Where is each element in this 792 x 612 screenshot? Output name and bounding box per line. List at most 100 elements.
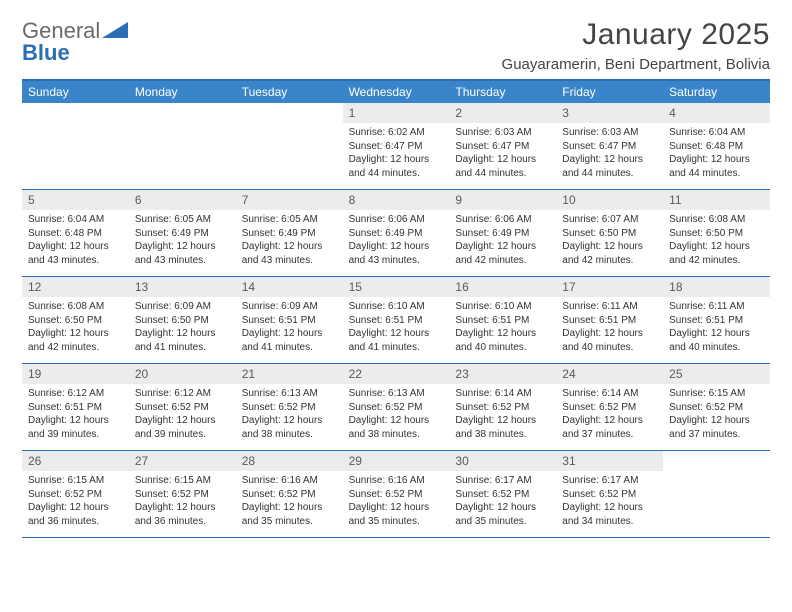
calendar: SundayMondayTuesdayWednesdayThursdayFrid… xyxy=(22,79,770,538)
sunset-line: Sunset: 6:49 PM xyxy=(242,227,337,241)
logo-triangle-icon xyxy=(102,20,128,43)
week-row: 26Sunrise: 6:15 AMSunset: 6:52 PMDayligh… xyxy=(22,451,770,538)
sunrise-line: Sunrise: 6:17 AM xyxy=(455,474,550,488)
day-number: 29 xyxy=(343,451,450,471)
sunrise-line: Sunrise: 6:09 AM xyxy=(135,300,230,314)
day-number: 4 xyxy=(663,103,770,123)
sunset-line: Sunset: 6:47 PM xyxy=(562,140,657,154)
daylight-line: Daylight: 12 hours and 40 minutes. xyxy=(562,327,657,354)
day-number: 19 xyxy=(22,364,129,384)
sunrise-line: Sunrise: 6:07 AM xyxy=(562,213,657,227)
day-number: 11 xyxy=(663,190,770,210)
sunrise-line: Sunrise: 6:02 AM xyxy=(349,126,444,140)
month-title: January 2025 xyxy=(502,18,770,52)
day-cell: 12Sunrise: 6:08 AMSunset: 6:50 PMDayligh… xyxy=(22,277,129,363)
weekday-header: Thursday xyxy=(449,81,556,103)
day-details: Sunrise: 6:15 AMSunset: 6:52 PMDaylight:… xyxy=(663,384,770,447)
day-cell: 20Sunrise: 6:12 AMSunset: 6:52 PMDayligh… xyxy=(129,364,236,450)
day-details: Sunrise: 6:13 AMSunset: 6:52 PMDaylight:… xyxy=(236,384,343,447)
day-number: 30 xyxy=(449,451,556,471)
day-number: 3 xyxy=(556,103,663,123)
header: General January 2025 Guayaramerin, Beni … xyxy=(22,18,770,73)
day-cell: 2Sunrise: 6:03 AMSunset: 6:47 PMDaylight… xyxy=(449,103,556,189)
day-cell-empty xyxy=(129,103,236,189)
day-details: Sunrise: 6:15 AMSunset: 6:52 PMDaylight:… xyxy=(22,471,129,534)
sunset-line: Sunset: 6:52 PM xyxy=(455,401,550,415)
sunset-line: Sunset: 6:52 PM xyxy=(135,488,230,502)
weekday-header: Sunday xyxy=(22,81,129,103)
day-cell: 1Sunrise: 6:02 AMSunset: 6:47 PMDaylight… xyxy=(343,103,450,189)
daylight-line: Daylight: 12 hours and 37 minutes. xyxy=(562,414,657,441)
day-cell: 18Sunrise: 6:11 AMSunset: 6:51 PMDayligh… xyxy=(663,277,770,363)
sunset-line: Sunset: 6:49 PM xyxy=(349,227,444,241)
sunset-line: Sunset: 6:47 PM xyxy=(349,140,444,154)
sunrise-line: Sunrise: 6:11 AM xyxy=(562,300,657,314)
daylight-line: Daylight: 12 hours and 39 minutes. xyxy=(28,414,123,441)
day-details: Sunrise: 6:12 AMSunset: 6:52 PMDaylight:… xyxy=(129,384,236,447)
day-details: Sunrise: 6:17 AMSunset: 6:52 PMDaylight:… xyxy=(449,471,556,534)
day-number: 6 xyxy=(129,190,236,210)
day-details: Sunrise: 6:17 AMSunset: 6:52 PMDaylight:… xyxy=(556,471,663,534)
day-details: Sunrise: 6:05 AMSunset: 6:49 PMDaylight:… xyxy=(129,210,236,273)
weekday-header: Tuesday xyxy=(236,81,343,103)
day-number: 7 xyxy=(236,190,343,210)
day-cell: 15Sunrise: 6:10 AMSunset: 6:51 PMDayligh… xyxy=(343,277,450,363)
sunset-line: Sunset: 6:50 PM xyxy=(669,227,764,241)
day-cell: 24Sunrise: 6:14 AMSunset: 6:52 PMDayligh… xyxy=(556,364,663,450)
sunset-line: Sunset: 6:51 PM xyxy=(349,314,444,328)
day-number: 13 xyxy=(129,277,236,297)
day-number: 24 xyxy=(556,364,663,384)
sunrise-line: Sunrise: 6:06 AM xyxy=(455,213,550,227)
weekday-header: Friday xyxy=(556,81,663,103)
daylight-line: Daylight: 12 hours and 41 minutes. xyxy=(349,327,444,354)
sunrise-line: Sunrise: 6:04 AM xyxy=(669,126,764,140)
day-cell: 31Sunrise: 6:17 AMSunset: 6:52 PMDayligh… xyxy=(556,451,663,537)
day-details: Sunrise: 6:09 AMSunset: 6:50 PMDaylight:… xyxy=(129,297,236,360)
week-row: 19Sunrise: 6:12 AMSunset: 6:51 PMDayligh… xyxy=(22,364,770,451)
day-details: Sunrise: 6:06 AMSunset: 6:49 PMDaylight:… xyxy=(343,210,450,273)
sunrise-line: Sunrise: 6:09 AM xyxy=(242,300,337,314)
day-details: Sunrise: 6:06 AMSunset: 6:49 PMDaylight:… xyxy=(449,210,556,273)
day-details: Sunrise: 6:03 AMSunset: 6:47 PMDaylight:… xyxy=(449,123,556,186)
day-details: Sunrise: 6:07 AMSunset: 6:50 PMDaylight:… xyxy=(556,210,663,273)
weeks-container: 1Sunrise: 6:02 AMSunset: 6:47 PMDaylight… xyxy=(22,103,770,538)
day-cell: 3Sunrise: 6:03 AMSunset: 6:47 PMDaylight… xyxy=(556,103,663,189)
day-details: Sunrise: 6:14 AMSunset: 6:52 PMDaylight:… xyxy=(556,384,663,447)
sunset-line: Sunset: 6:48 PM xyxy=(669,140,764,154)
sunset-line: Sunset: 6:50 PM xyxy=(28,314,123,328)
day-number xyxy=(663,451,770,457)
day-number: 5 xyxy=(22,190,129,210)
day-number: 28 xyxy=(236,451,343,471)
sunset-line: Sunset: 6:50 PM xyxy=(562,227,657,241)
day-cell: 28Sunrise: 6:16 AMSunset: 6:52 PMDayligh… xyxy=(236,451,343,537)
day-number: 23 xyxy=(449,364,556,384)
daylight-line: Daylight: 12 hours and 39 minutes. xyxy=(135,414,230,441)
daylight-line: Daylight: 12 hours and 44 minutes. xyxy=(349,153,444,180)
sunset-line: Sunset: 6:52 PM xyxy=(242,488,337,502)
sunset-line: Sunset: 6:52 PM xyxy=(349,401,444,415)
day-number: 27 xyxy=(129,451,236,471)
day-details: Sunrise: 6:14 AMSunset: 6:52 PMDaylight:… xyxy=(449,384,556,447)
day-number xyxy=(236,103,343,109)
sunset-line: Sunset: 6:49 PM xyxy=(455,227,550,241)
day-details: Sunrise: 6:10 AMSunset: 6:51 PMDaylight:… xyxy=(449,297,556,360)
sunrise-line: Sunrise: 6:15 AM xyxy=(135,474,230,488)
sunset-line: Sunset: 6:52 PM xyxy=(135,401,230,415)
daylight-line: Daylight: 12 hours and 43 minutes. xyxy=(242,240,337,267)
day-number: 8 xyxy=(343,190,450,210)
sunrise-line: Sunrise: 6:17 AM xyxy=(562,474,657,488)
day-details: Sunrise: 6:13 AMSunset: 6:52 PMDaylight:… xyxy=(343,384,450,447)
day-number: 16 xyxy=(449,277,556,297)
day-number: 17 xyxy=(556,277,663,297)
sunrise-line: Sunrise: 6:10 AM xyxy=(455,300,550,314)
day-cell: 16Sunrise: 6:10 AMSunset: 6:51 PMDayligh… xyxy=(449,277,556,363)
day-details: Sunrise: 6:15 AMSunset: 6:52 PMDaylight:… xyxy=(129,471,236,534)
daylight-line: Daylight: 12 hours and 42 minutes. xyxy=(28,327,123,354)
day-cell: 30Sunrise: 6:17 AMSunset: 6:52 PMDayligh… xyxy=(449,451,556,537)
week-row: 12Sunrise: 6:08 AMSunset: 6:50 PMDayligh… xyxy=(22,277,770,364)
daylight-line: Daylight: 12 hours and 40 minutes. xyxy=(455,327,550,354)
day-cell-empty xyxy=(22,103,129,189)
day-number: 15 xyxy=(343,277,450,297)
day-number xyxy=(129,103,236,109)
day-cell: 26Sunrise: 6:15 AMSunset: 6:52 PMDayligh… xyxy=(22,451,129,537)
